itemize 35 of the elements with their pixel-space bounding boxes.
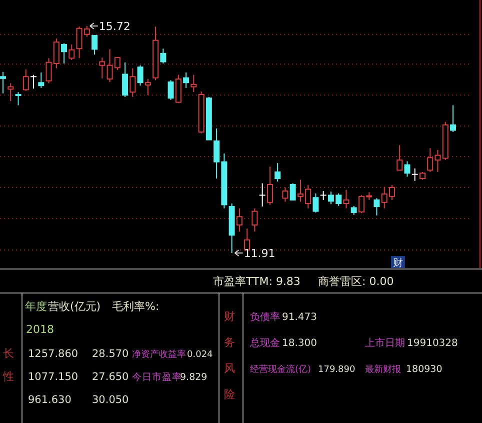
text: 营收(亿元) — [48, 300, 101, 313]
text: 179.890 — [318, 365, 356, 375]
text: 今日市盈率 — [132, 371, 182, 383]
text: 年度 — [25, 300, 47, 313]
text: 财 — [393, 257, 403, 269]
text: 1077.150 — [28, 371, 78, 383]
text: 961.630 — [28, 394, 72, 406]
text: 0.024 — [187, 350, 214, 360]
text: 180930 — [406, 364, 442, 375]
text: 91.473 — [282, 312, 317, 323]
text: 商誉雷区: 0.00 — [318, 275, 394, 288]
text: 经营现金流(亿) — [250, 364, 312, 375]
text: 长 — [3, 347, 14, 360]
annotation: 11.91 — [244, 247, 276, 260]
text: 30.050 — [92, 394, 129, 406]
text: 9.829 — [180, 372, 208, 383]
text: 最新财报 — [365, 364, 401, 375]
annotation: 15.72 — [98, 20, 130, 33]
text: 27.650 — [92, 371, 129, 383]
text: 风 — [224, 362, 235, 375]
text: 险 — [224, 388, 235, 401]
text: 18.300 — [282, 338, 317, 349]
text: 务 — [224, 336, 235, 349]
text: 28.570 — [92, 348, 129, 360]
text: 19910328 — [407, 338, 458, 349]
text: 总现金 — [249, 337, 280, 349]
text: 市盈率TTM: 9.83 — [213, 275, 300, 288]
text: 负债率 — [250, 311, 280, 323]
text: 财 — [224, 310, 235, 323]
text: 毛利率%: — [112, 300, 160, 313]
text: 性 — [2, 370, 14, 383]
text: 上市日期 — [365, 337, 405, 349]
text: 1257.860 — [28, 348, 78, 360]
text: 净资产收益率 — [132, 349, 186, 360]
text: 2018 — [26, 323, 54, 336]
